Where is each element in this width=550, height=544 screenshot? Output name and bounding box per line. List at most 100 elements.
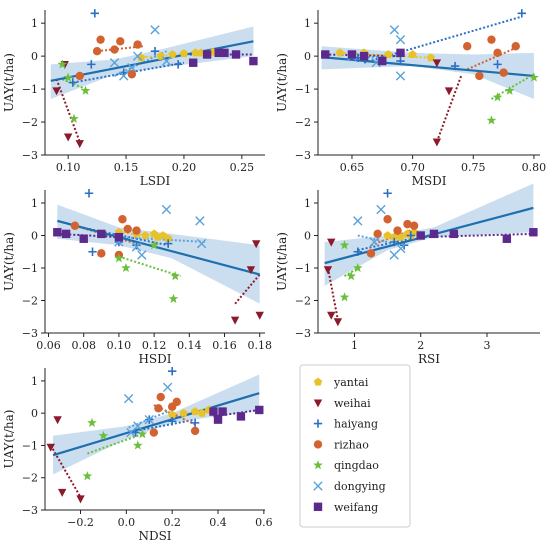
point-yantai	[197, 408, 207, 417]
y-tick-label: 0	[304, 230, 311, 243]
point-rizhao	[383, 215, 392, 224]
point-weihai	[46, 443, 55, 452]
x-tick-label: 0.16	[212, 339, 237, 352]
panel-hsdi: −3 −2 −1 0 1 0.06 0.08 0.10 0.12 0.14 0.16 0.18 HSDI…	[2, 189, 272, 366]
point-yantai	[409, 227, 419, 236]
point-weihai	[432, 59, 442, 68]
point-rizhao	[97, 249, 106, 258]
x-tick-label: 0.18	[247, 339, 272, 352]
point-weifang	[61, 229, 71, 239]
point-haiyang	[132, 241, 141, 250]
point-rizhao	[123, 224, 132, 234]
point-rizhao	[366, 249, 376, 258]
point-yantai	[396, 232, 406, 241]
point-dongying	[161, 204, 172, 215]
point-weihai	[444, 87, 454, 96]
point-weifang	[249, 56, 258, 66]
point-dongying	[396, 243, 406, 254]
legend-label-yantai: yantai	[333, 376, 369, 389]
y-tick-label: −3	[22, 149, 38, 162]
point-yantai	[426, 53, 436, 62]
point-rizhao	[132, 226, 141, 235]
y-tick-label: −1	[295, 83, 311, 96]
y-tick-label: −3	[22, 504, 38, 517]
legend-marker-rizhao	[313, 440, 323, 449]
point-qingdao	[133, 440, 143, 450]
point-weifang	[236, 412, 246, 421]
point-yantai	[141, 231, 150, 240]
overall-fit-line	[57, 219, 261, 276]
x-tick-label: 0.2	[163, 516, 181, 529]
point-weihai	[323, 266, 333, 275]
point-haiyang	[167, 367, 177, 376]
fit-line-qingdao	[490, 73, 535, 100]
point-qingdao	[504, 85, 515, 95]
point-weifang	[231, 50, 241, 59]
point-weihai	[52, 87, 61, 96]
fit-line-rizhao	[466, 46, 517, 71]
y-tick-label: 1	[31, 17, 38, 30]
point-qingdao	[149, 240, 159, 250]
point-haiyang	[84, 189, 94, 198]
y-axis-label: UAY(t/ha)	[2, 232, 16, 291]
point-rizhao	[149, 428, 159, 437]
fit-line-weihai	[435, 75, 463, 143]
point-weihai	[63, 133, 73, 142]
x-tick-label: 0.70	[400, 161, 425, 174]
y-tick-label: −2	[22, 472, 38, 485]
point-yantai	[190, 407, 200, 416]
point-rizhao	[409, 221, 419, 230]
y-axis-label: UAY(t/ha)	[2, 53, 16, 112]
legend-label-weifang: weifang	[334, 501, 378, 514]
x-tick-label: 2	[417, 339, 424, 352]
fit-line-weihai	[55, 78, 81, 143]
y-tick-label: 1	[31, 197, 38, 210]
point-yantai	[191, 48, 200, 57]
legend-label-rizhao: rizhao	[334, 438, 369, 451]
y-tick-label: 0	[31, 50, 38, 63]
y-tick-label: −3	[22, 327, 38, 340]
point-yantai	[335, 48, 345, 57]
y-tick-label: 1	[304, 197, 311, 210]
point-haiyang	[396, 56, 405, 66]
y-tick-label: −1	[295, 262, 311, 275]
point-qingdao	[346, 271, 356, 281]
point-weihai	[76, 495, 85, 504]
point-haiyang	[493, 60, 502, 69]
point-dongying	[144, 414, 154, 425]
legend-marker-weifang	[313, 502, 323, 511]
overall-fit-line	[321, 56, 535, 78]
point-rizhao	[127, 70, 137, 79]
panel-rsi: −3 −2 −1 0 1 1 2 3 RSI UAY(t/ha)	[275, 183, 540, 366]
point-rizhao	[172, 397, 181, 407]
fit-line-dongying	[118, 236, 207, 243]
x-axis-label: RSI	[418, 352, 440, 366]
point-haiyang	[390, 237, 399, 247]
point-rizhao	[118, 215, 127, 224]
point-rizhao	[493, 48, 502, 58]
point-rizhao	[393, 226, 402, 235]
point-rizhao	[463, 42, 472, 51]
y-axis-label: UAY(t/ha)	[2, 410, 16, 469]
point-weihai	[230, 316, 240, 325]
x-tick-label: 0.20	[172, 161, 197, 174]
x-tick-label: 1	[351, 339, 358, 352]
fit-line-qingdao	[118, 255, 181, 278]
point-dongying	[123, 393, 134, 404]
point-weifang	[79, 234, 88, 243]
point-dongying	[150, 25, 160, 35]
point-qingdao	[57, 59, 68, 69]
y-tick-label: −1	[22, 439, 38, 452]
confidence-band	[321, 46, 534, 99]
point-weifang	[213, 415, 223, 424]
point-qingdao	[137, 429, 148, 439]
legend-marker-dongying	[313, 481, 323, 491]
panel-ndsi: −3 −2 −1 0 1 −0.2 0.0 0.2 0.4 0.6 NDSI UAY(t/ha)	[2, 367, 273, 543]
point-qingdao	[121, 262, 131, 273]
point-yantai	[390, 232, 399, 241]
overall-fit-line	[52, 392, 260, 457]
x-tick-label: 0.08	[71, 339, 96, 352]
x-tick-label: 0.10	[56, 161, 81, 174]
point-yantai	[179, 49, 189, 58]
